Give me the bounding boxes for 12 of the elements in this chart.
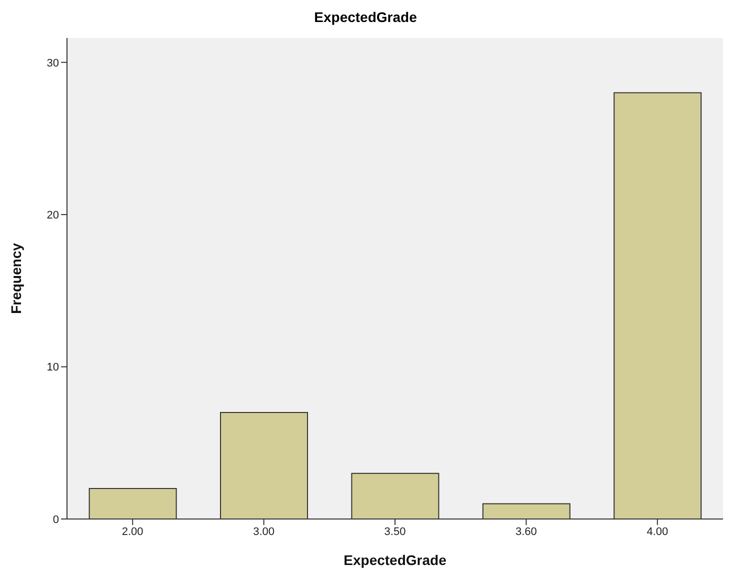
x-tick-label: 3.00 xyxy=(253,526,275,538)
y-tick-label: 20 xyxy=(46,209,59,222)
x-tick-label: 3.50 xyxy=(384,526,406,538)
x-tick-label: 4.00 xyxy=(646,526,668,538)
y-tick-label: 30 xyxy=(46,57,59,70)
x-axis-title: ExpectedGrade xyxy=(344,552,447,568)
y-tick-label: 10 xyxy=(46,362,59,374)
y-tick-label: 0 xyxy=(52,514,59,526)
y-axis-title: Frequency xyxy=(8,242,24,314)
x-tick-label: 3.60 xyxy=(515,526,537,538)
chart-title: ExpectedGrade xyxy=(313,8,418,27)
x-tick-label: 2.00 xyxy=(122,526,144,538)
